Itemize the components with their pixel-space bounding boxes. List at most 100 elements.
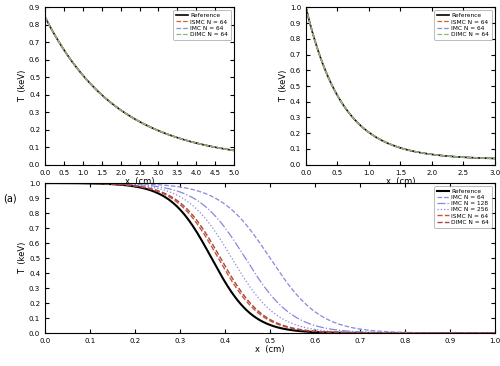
IMC N = 64 bbox=[42, 181, 48, 185]
ISMC N = 64 bbox=[246, 302, 252, 306]
DIMC N = 64 bbox=[336, 97, 342, 101]
X-axis label: x  (cm): x (cm) bbox=[386, 177, 415, 186]
DIMC N = 64 bbox=[429, 152, 435, 157]
ISMC N = 64 bbox=[128, 114, 134, 119]
Line: DIMC N = 64: DIMC N = 64 bbox=[45, 183, 495, 333]
IMC N = 64 bbox=[90, 85, 96, 90]
DIMC N = 64 bbox=[342, 330, 348, 335]
ISMC N = 64 bbox=[231, 148, 237, 153]
ISMC N = 64 bbox=[342, 330, 348, 335]
Reference bbox=[168, 134, 174, 138]
IMC N = 64 bbox=[388, 143, 394, 147]
DIMC N = 64 bbox=[231, 148, 237, 153]
IMC N = 128 bbox=[246, 261, 252, 265]
IMC N = 256 bbox=[246, 283, 252, 287]
Reference bbox=[388, 143, 394, 147]
ISMC N = 64 bbox=[492, 156, 498, 161]
ISMC N = 64 bbox=[446, 154, 452, 158]
Reference bbox=[128, 114, 134, 119]
Y-axis label: T  (keV): T (keV) bbox=[18, 242, 28, 274]
Reference bbox=[184, 138, 190, 143]
Reference bbox=[429, 152, 435, 157]
ISMC N = 64 bbox=[76, 67, 82, 72]
DIMC N = 64 bbox=[158, 190, 164, 194]
DIMC N = 64 bbox=[154, 128, 160, 132]
ISMC N = 64 bbox=[307, 329, 313, 333]
IMC N = 128 bbox=[122, 182, 128, 186]
Line: Reference: Reference bbox=[45, 183, 495, 333]
Line: IMC N = 128: IMC N = 128 bbox=[45, 183, 495, 333]
Reference bbox=[76, 68, 82, 72]
Line: IMC N = 256: IMC N = 256 bbox=[45, 183, 495, 333]
ISMC N = 64 bbox=[414, 150, 420, 154]
Reference bbox=[90, 85, 96, 89]
IMC N = 64 bbox=[246, 225, 252, 230]
Reference bbox=[336, 97, 342, 101]
Reference bbox=[246, 310, 252, 314]
ISMC N = 64 bbox=[303, 5, 309, 10]
IMC N = 64 bbox=[231, 148, 237, 153]
Reference bbox=[42, 15, 48, 19]
ISMC N = 64 bbox=[184, 138, 190, 143]
Reference bbox=[492, 156, 498, 161]
DIMC N = 64 bbox=[42, 15, 48, 19]
Reference bbox=[158, 193, 164, 197]
IMC N = 64 bbox=[492, 331, 498, 335]
Line: DIMC N = 64: DIMC N = 64 bbox=[306, 7, 495, 158]
ISMC N = 64 bbox=[90, 85, 96, 89]
IMC N = 64 bbox=[307, 306, 313, 310]
Reference bbox=[154, 128, 160, 132]
ISMC N = 64 bbox=[388, 142, 394, 147]
DIMC N = 64 bbox=[76, 68, 82, 72]
X-axis label: x  (cm): x (cm) bbox=[125, 177, 154, 186]
IMC N = 64 bbox=[429, 152, 435, 157]
IMC N = 64 bbox=[122, 181, 128, 186]
Reference bbox=[307, 330, 313, 334]
IMC N = 64 bbox=[352, 117, 358, 122]
Line: Reference: Reference bbox=[45, 17, 234, 150]
IMC N = 128 bbox=[342, 329, 348, 333]
DIMC N = 64 bbox=[492, 156, 498, 161]
IMC N = 64 bbox=[336, 97, 342, 101]
IMC N = 64 bbox=[128, 115, 134, 119]
DIMC N = 64 bbox=[307, 329, 313, 333]
DIMC N = 64 bbox=[381, 331, 387, 335]
IMC N = 256 bbox=[492, 331, 498, 335]
Reference bbox=[381, 331, 387, 335]
DIMC N = 64 bbox=[42, 181, 48, 185]
ISMC N = 64 bbox=[352, 117, 358, 122]
IMC N = 64 bbox=[168, 134, 174, 138]
IMC N = 256 bbox=[122, 182, 128, 186]
Reference bbox=[352, 117, 358, 122]
Line: IMC N = 64: IMC N = 64 bbox=[45, 18, 234, 150]
Text: (b): (b) bbox=[264, 193, 278, 203]
IMC N = 128 bbox=[381, 330, 387, 335]
Reference bbox=[446, 154, 452, 158]
IMC N = 256 bbox=[342, 330, 348, 334]
DIMC N = 64 bbox=[246, 299, 252, 303]
ISMC N = 64 bbox=[42, 14, 48, 19]
DIMC N = 64 bbox=[303, 5, 309, 10]
DIMC N = 64 bbox=[90, 85, 96, 89]
ISMC N = 64 bbox=[122, 183, 128, 187]
DIMC N = 64 bbox=[446, 154, 452, 158]
IMC N = 64 bbox=[154, 128, 160, 132]
IMC N = 64 bbox=[446, 154, 452, 158]
IMC N = 256 bbox=[381, 331, 387, 335]
Reference bbox=[303, 5, 309, 10]
ISMC N = 64 bbox=[429, 152, 435, 157]
Y-axis label: T  (keV): T (keV) bbox=[18, 70, 28, 102]
Line: IMC N = 64: IMC N = 64 bbox=[306, 8, 495, 158]
IMC N = 128 bbox=[42, 181, 48, 185]
Legend: Reference, ISMC N = 64, IMC N = 64, DIMC N = 64: Reference, ISMC N = 64, IMC N = 64, DIMC… bbox=[174, 10, 231, 40]
X-axis label: x  (cm): x (cm) bbox=[256, 345, 285, 354]
IMC N = 64 bbox=[492, 156, 498, 161]
ISMC N = 64 bbox=[154, 127, 160, 132]
IMC N = 64 bbox=[184, 139, 190, 143]
Line: DIMC N = 64: DIMC N = 64 bbox=[45, 17, 234, 150]
IMC N = 64 bbox=[342, 324, 348, 328]
Line: IMC N = 64: IMC N = 64 bbox=[45, 183, 495, 333]
DIMC N = 64 bbox=[352, 117, 358, 122]
IMC N = 256 bbox=[158, 187, 164, 191]
IMC N = 128 bbox=[158, 185, 164, 189]
